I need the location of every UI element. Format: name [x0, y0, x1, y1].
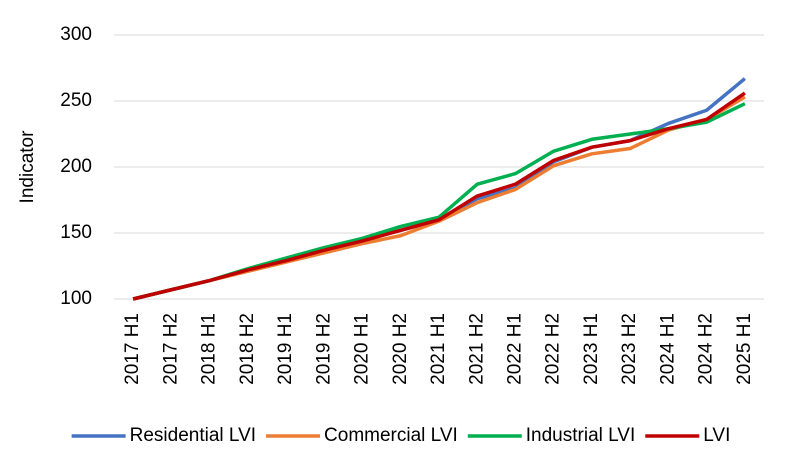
x-tick-label: 2018 H1 [199, 313, 220, 385]
x-tick-label: 2024 H1 [657, 313, 678, 385]
x-tick-label: 2019 H2 [313, 313, 334, 385]
x-tick-label: 2025 H1 [734, 313, 755, 385]
x-tick-label: 2021 H1 [428, 313, 449, 385]
y-tick-label: 250 [60, 90, 92, 111]
x-tick-label: 2020 H2 [390, 313, 411, 385]
x-tick-label: 2022 H1 [504, 313, 525, 385]
legend-label: Commercial LVI [324, 425, 458, 446]
y-tick-label: 150 [60, 222, 92, 243]
legend-label: Residential LVI [130, 425, 256, 446]
legend-label: LVI [703, 425, 730, 446]
x-tick-label: 2023 H2 [619, 313, 640, 385]
x-tick-label: 2018 H2 [237, 313, 258, 385]
legend-label: Industrial LVI [526, 425, 635, 446]
y-tick-label: 300 [60, 24, 92, 45]
x-tick-label: 2022 H2 [543, 313, 564, 385]
x-tick-label: 2017 H1 [122, 313, 143, 385]
x-tick-label: 2019 H1 [275, 313, 296, 385]
series-line [132, 77, 746, 301]
y-tick-label: 200 [60, 156, 92, 177]
y-axis-label: Indicator [17, 130, 38, 204]
x-tick-label: 2024 H2 [696, 313, 717, 385]
x-tick-label: 2020 H1 [352, 313, 373, 385]
x-tick-label: 2023 H1 [581, 313, 602, 385]
y-tick-label: 100 [60, 288, 92, 309]
x-tick-label: 2017 H2 [160, 313, 181, 385]
series-line [132, 91, 746, 301]
x-tick-label: 2021 H2 [466, 313, 487, 385]
series-line [132, 95, 746, 301]
